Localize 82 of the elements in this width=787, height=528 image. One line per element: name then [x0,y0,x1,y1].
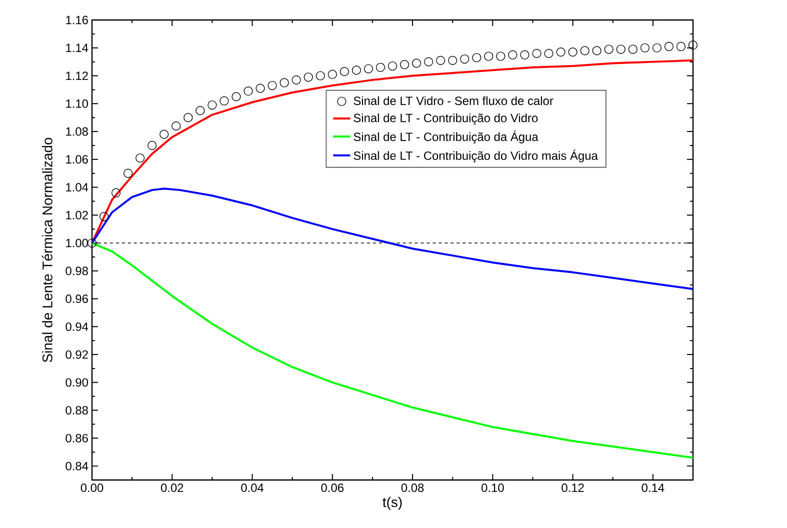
y-axis-title: Sinal de Lente Térmica Normalizado [42,138,52,362]
point [580,46,590,56]
y-tick-label: 1.04 [66,183,88,192]
point [424,57,434,66]
legend-label: Sinal de LT - Contribuição da Água [354,130,538,144]
point [352,66,361,75]
point [268,80,277,90]
point [208,100,217,110]
x-tick-label: 0.08 [401,484,424,492]
y-tick-label: 1.02 [66,210,88,220]
point [472,53,482,62]
point [304,72,313,82]
y-tick-label: 0.84 [66,462,88,470]
point [412,58,422,68]
point [640,43,650,52]
y-tick-label: 1.06 [66,155,88,164]
point [256,84,265,93]
x-tick-label: 0.06 [321,484,344,492]
point [616,44,626,54]
y-tick-label: 0.94 [66,322,88,331]
point [124,168,133,178]
point [556,48,566,57]
point [136,153,145,163]
point [316,71,325,80]
point [148,140,157,150]
point [388,61,398,71]
point [604,44,614,54]
legend-label: Sinal de LT Vidro - Sem fluxo de calor [354,96,554,106]
point [664,42,674,52]
point [448,56,458,65]
point [544,48,554,58]
x-tick-label: 0.00 [80,484,104,492]
point [568,48,578,57]
point [376,62,386,72]
point [87,238,97,248]
point [364,64,374,74]
y-tick-label: 0.92 [66,350,88,359]
y-tick-label: 1.12 [66,72,88,80]
point [160,130,169,139]
point [484,52,494,61]
point [688,40,698,50]
y-tick-label: 1.10 [66,99,88,108]
y-tick-label: 1.14 [66,44,88,52]
point [652,43,662,52]
point [436,56,446,65]
y-tick-label: 1.16 [66,16,88,24]
point [400,60,410,70]
point [196,106,205,116]
point [99,212,109,222]
y-tick-label: 0.98 [66,266,88,276]
y-tick-label: 0.90 [66,378,88,387]
legend-label: Sinal de LT - Contribuição do Vidro [354,113,538,125]
point [184,113,193,122]
y-tick-label: 0.88 [66,406,88,415]
point [460,54,470,64]
point [328,70,337,79]
point [280,78,289,88]
point [292,75,301,84]
x-tick-label: 0.12 [562,484,584,492]
point [520,50,530,60]
x-tick-label: 0.04 [241,484,264,492]
y-tick-label: 1.08 [66,127,88,136]
point [111,188,121,198]
point [676,42,686,52]
point [532,48,542,58]
point [592,46,602,56]
point [628,44,638,54]
x-tick-label: 0.02 [160,484,184,492]
point [496,52,506,61]
x-tick-label: 0.14 [642,484,664,492]
x-axis-title: t(s) [382,496,402,510]
point [172,121,181,130]
y-tick-label: 0.96 [66,294,88,304]
legend-label: Sinal de LT - Contribuição do Vidro mais Água [354,149,598,162]
y-tick-label: 1.00 [66,238,88,248]
y-tick-label: 0.86 [66,434,88,442]
x-tick-label: 0.10 [482,484,504,492]
point [340,67,349,76]
point [220,96,229,106]
point [508,50,518,60]
point [244,86,253,96]
point [232,92,241,102]
